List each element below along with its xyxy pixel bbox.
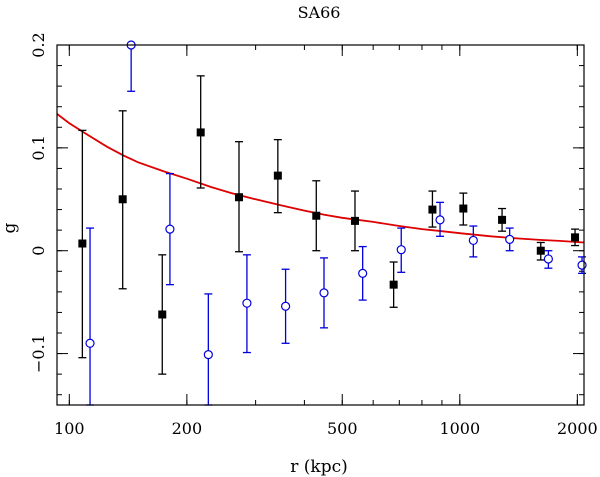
data-point-square bbox=[428, 190, 437, 228]
data-point-square bbox=[118, 110, 127, 290]
marker-square bbox=[158, 310, 167, 319]
data-points-layer bbox=[78, 40, 587, 406]
data-point-square bbox=[571, 228, 580, 247]
marker-circle bbox=[165, 224, 175, 234]
data-point-circle bbox=[165, 172, 175, 286]
marker-square bbox=[498, 215, 507, 224]
axis-ticks: 100 200 500 1000 2000 −0.1 0 0.1 0.2 bbox=[29, 32, 598, 438]
data-point-square bbox=[158, 254, 167, 375]
data-point-circle bbox=[358, 245, 368, 301]
data-point-square bbox=[389, 261, 398, 308]
marker-square bbox=[235, 193, 244, 202]
marker-circle bbox=[577, 260, 587, 270]
marker-square bbox=[459, 204, 468, 213]
data-point-circle bbox=[242, 254, 252, 354]
marker-circle bbox=[242, 298, 252, 308]
data-point-square bbox=[498, 207, 507, 232]
data-point-square bbox=[78, 129, 87, 359]
data-point-circle bbox=[319, 257, 329, 329]
marker-circle bbox=[543, 254, 553, 264]
x-tick-label: 500 bbox=[327, 419, 358, 438]
marker-circle bbox=[85, 338, 95, 348]
marker-square bbox=[196, 128, 205, 137]
plot-frame bbox=[56, 44, 585, 406]
data-point-square bbox=[235, 141, 244, 253]
data-point-circle bbox=[435, 201, 445, 237]
y-tick-label: 0 bbox=[29, 246, 48, 256]
marker-square bbox=[118, 195, 127, 204]
chart-title: SA66 bbox=[298, 3, 341, 22]
data-point-circle bbox=[280, 268, 291, 344]
marker-square bbox=[536, 246, 545, 255]
x-tick-label: 100 bbox=[54, 419, 85, 438]
marker-circle bbox=[435, 215, 445, 225]
y-tick-label: 0.1 bbox=[29, 135, 48, 160]
marker-square bbox=[78, 239, 87, 248]
data-point-square bbox=[536, 241, 545, 261]
marker-square bbox=[428, 205, 437, 214]
data-point-circle bbox=[543, 250, 553, 269]
data-point-circle bbox=[505, 227, 515, 252]
data-point-square bbox=[350, 190, 359, 252]
data-point-square bbox=[312, 180, 321, 252]
y-tick-label: 0.2 bbox=[29, 32, 48, 57]
marker-circle bbox=[319, 288, 329, 298]
x-tick-label: 2000 bbox=[557, 419, 598, 438]
x-tick-label: 200 bbox=[172, 419, 203, 438]
marker-circle bbox=[358, 268, 368, 278]
y-axis-label: g bbox=[0, 222, 20, 233]
data-point-square bbox=[459, 192, 468, 226]
data-point-square bbox=[196, 75, 205, 189]
marker-square bbox=[312, 211, 321, 220]
data-point-circle bbox=[396, 227, 406, 273]
x-tick-label: 1000 bbox=[439, 419, 480, 438]
data-point-circle bbox=[203, 293, 213, 406]
data-point-circle bbox=[85, 227, 95, 406]
data-point-square bbox=[273, 138, 282, 214]
data-point-circle bbox=[126, 40, 136, 92]
marker-circle bbox=[203, 350, 213, 360]
marker-circle bbox=[468, 235, 478, 246]
marker-square bbox=[389, 280, 398, 289]
marker-circle bbox=[280, 301, 291, 311]
x-axis-label: r (kpc) bbox=[290, 457, 348, 477]
marker-circle bbox=[505, 234, 515, 244]
data-point-circle bbox=[468, 225, 478, 258]
marker-square bbox=[571, 233, 580, 242]
y-tick-label: −0.1 bbox=[29, 334, 48, 373]
plot-frame-layer bbox=[56, 44, 585, 406]
marker-circle bbox=[396, 245, 406, 255]
marker-square bbox=[350, 216, 359, 225]
marker-square bbox=[273, 171, 282, 180]
